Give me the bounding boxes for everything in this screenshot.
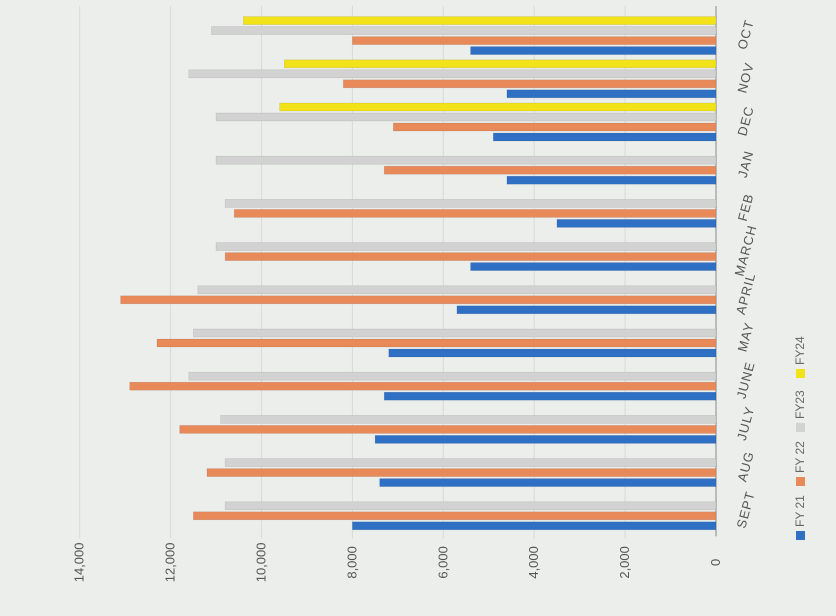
legend-swatch [796, 369, 805, 378]
category-label: OCT [734, 18, 756, 51]
bar [188, 69, 717, 79]
bar [379, 478, 717, 487]
bar [506, 175, 717, 185]
category-label: DEC [734, 104, 756, 137]
bar [188, 371, 717, 381]
bar [193, 328, 717, 338]
bar [224, 252, 717, 261]
category-label: SEPT [733, 489, 757, 530]
value-tick-label: 4,000 [526, 546, 541, 579]
category-label: JAN [735, 149, 757, 180]
bar [215, 242, 717, 251]
bar [374, 435, 717, 444]
legend-item: FY 21 [793, 495, 807, 540]
legend-swatch [796, 477, 805, 486]
category-label: APRIL [733, 271, 759, 316]
bar [352, 36, 717, 45]
value-tick-label: 10,000 [254, 543, 269, 583]
bar [470, 262, 717, 271]
bar [388, 348, 717, 358]
bar [352, 521, 717, 531]
legend-label: FY24 [793, 336, 807, 365]
bar [179, 425, 717, 434]
bar [383, 165, 717, 175]
legend-label: FY23 [793, 390, 807, 419]
bar [211, 26, 717, 35]
legend-item: FY24 [793, 336, 807, 378]
value-tick-label: 6,000 [435, 546, 450, 579]
bar [470, 46, 717, 55]
legend-item: FY 22 [793, 441, 807, 486]
bar [556, 219, 717, 228]
bar [233, 209, 717, 218]
value-tick-label: 2,000 [617, 546, 632, 579]
bar [383, 391, 717, 401]
bar [224, 501, 717, 511]
bar [206, 468, 717, 477]
legend-item: FY23 [793, 390, 807, 432]
bar [193, 511, 717, 521]
bar [343, 79, 717, 89]
category-label: JULY [734, 404, 758, 442]
value-tick-label: 12,000 [163, 543, 178, 583]
bar [283, 59, 717, 69]
bar [279, 102, 717, 112]
value-tick-label: 14,000 [72, 543, 87, 583]
bar [215, 112, 717, 122]
bar [506, 89, 717, 99]
bar [156, 338, 717, 348]
legend-label: FY 22 [793, 441, 807, 473]
bar [456, 305, 717, 315]
category-label: FEB [735, 192, 757, 223]
legend-swatch [796, 531, 805, 540]
bars [120, 16, 717, 531]
category-label: AUG [734, 449, 757, 483]
category-label: NOV [734, 61, 757, 95]
bar [224, 199, 717, 208]
bar [492, 132, 717, 142]
value-tick-label: 0 [708, 559, 723, 566]
bar [224, 458, 717, 467]
category-label: MAY [734, 320, 756, 353]
value-tick-label: 8,000 [344, 546, 359, 579]
bar [197, 285, 717, 295]
legend-label: FY 21 [793, 495, 807, 527]
legend: FY 21 FY 22 FY23 FY24 [793, 336, 807, 540]
bar [215, 155, 717, 165]
bar [120, 295, 717, 305]
category-label: JUNE [733, 360, 757, 401]
bar [243, 16, 717, 25]
category-label: MARCH [732, 223, 760, 278]
bar [393, 122, 717, 132]
legend-swatch [796, 423, 805, 432]
bar [220, 415, 717, 424]
bar [129, 381, 717, 391]
